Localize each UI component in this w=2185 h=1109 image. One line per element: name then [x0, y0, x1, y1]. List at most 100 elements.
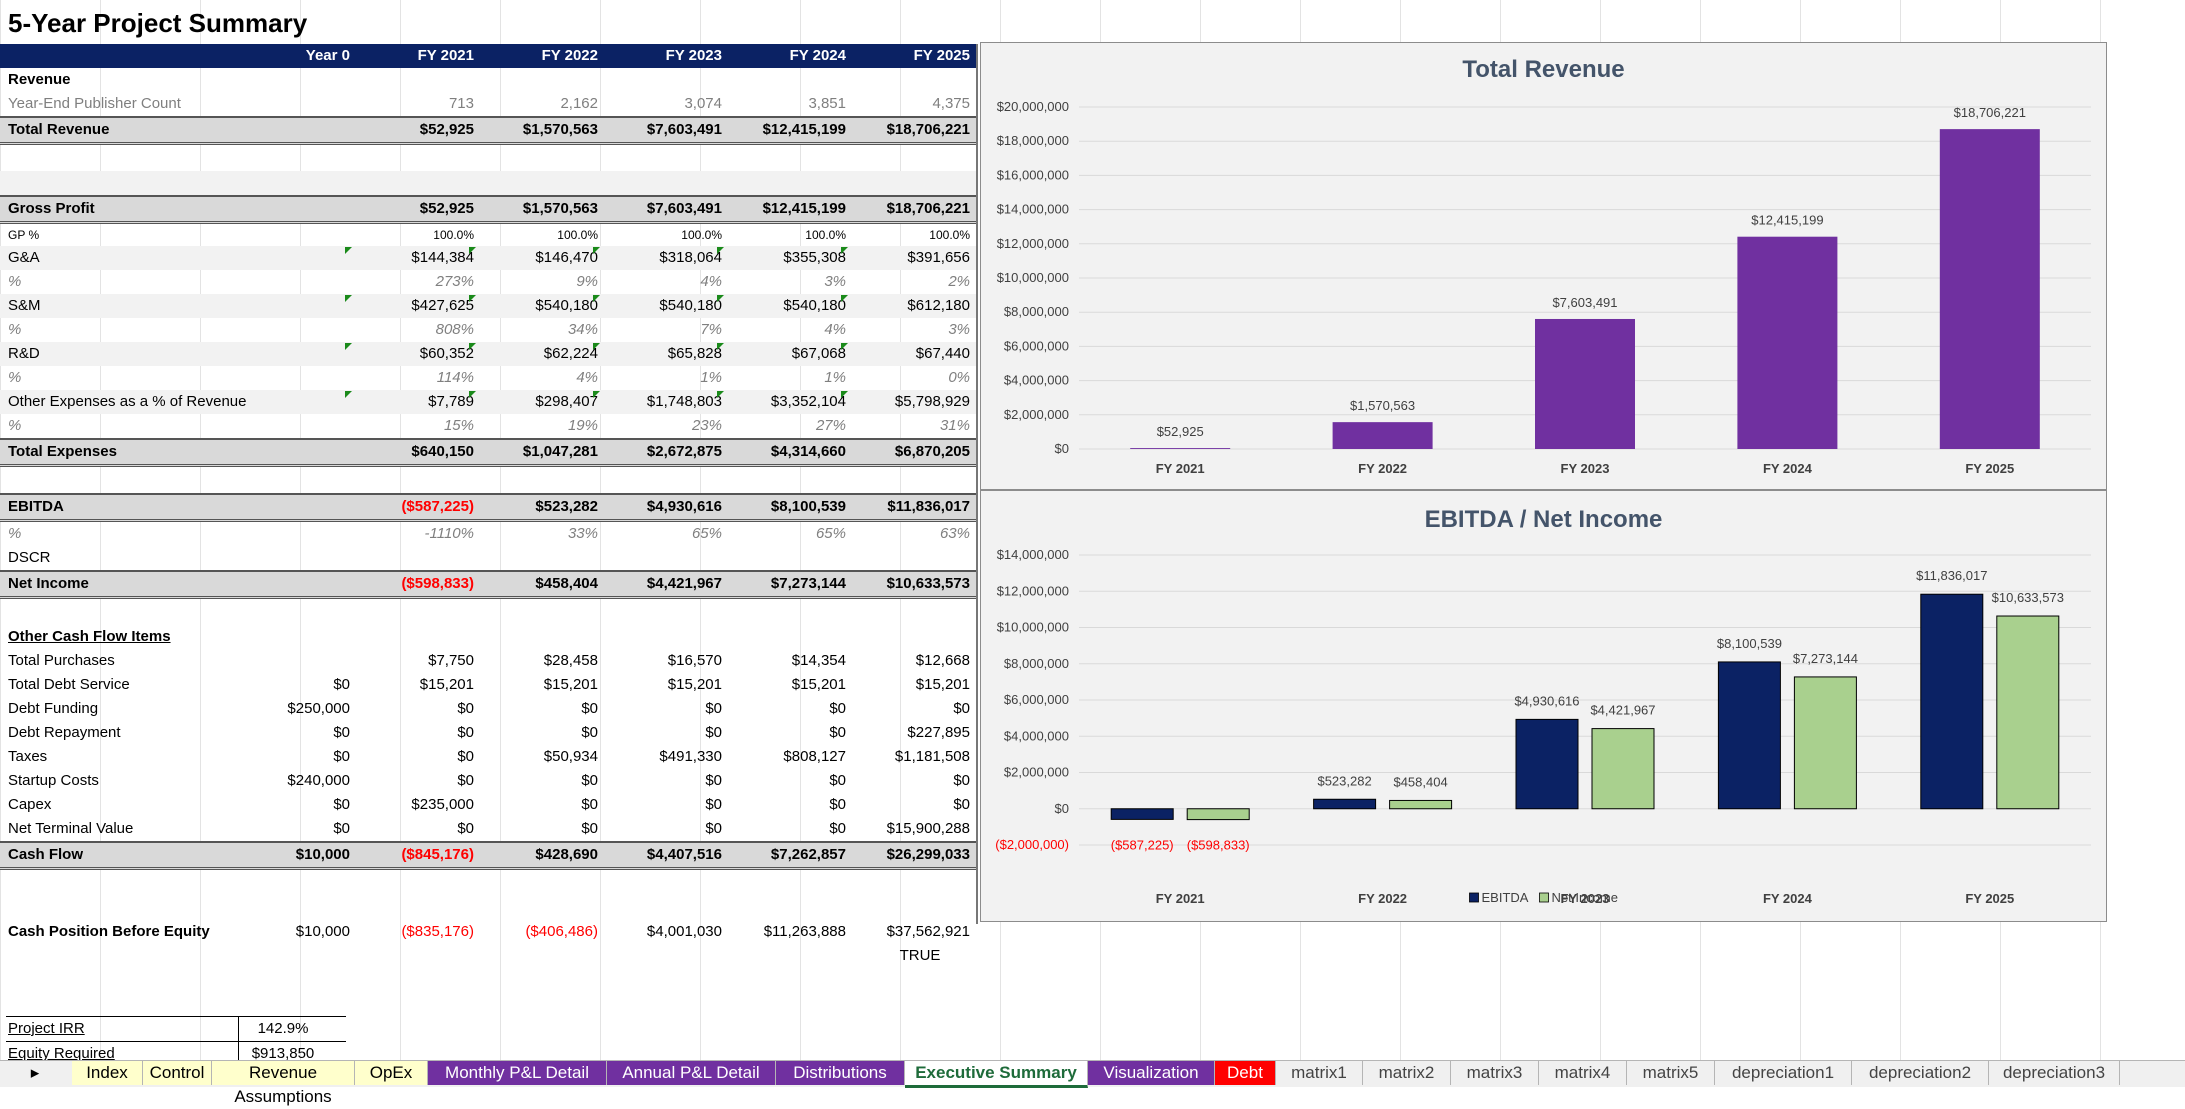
table-cell[interactable]: $640,150 [411, 443, 474, 460]
table-cell[interactable]: $0 [829, 796, 846, 813]
tab-matrix3[interactable]: matrix3 [1451, 1061, 1539, 1085]
table-cell[interactable]: $15,201 [667, 676, 722, 693]
table-cell[interactable]: $808,127 [783, 748, 846, 765]
tab-matrix5[interactable]: matrix5 [1627, 1061, 1715, 1085]
table-cell[interactable]: 33% [567, 525, 598, 542]
tab-matrix4[interactable]: matrix4 [1539, 1061, 1627, 1085]
table-cell[interactable]: $65,828 [667, 345, 722, 362]
table-cell[interactable]: $14,354 [791, 652, 846, 669]
table-cell[interactable]: $28,458 [543, 652, 598, 669]
table-cell[interactable]: $0 [581, 700, 598, 717]
table-cell[interactable]: $7,262,857 [770, 846, 846, 863]
table-cell[interactable]: 2,162 [560, 95, 598, 112]
table-cell[interactable]: $52,925 [419, 121, 474, 138]
total-revenue-chart[interactable]: Total Revenue $0 $2,000,000 $4,000,000 $6,00… [980, 42, 2107, 490]
table-cell[interactable]: 100.0% [557, 228, 598, 242]
table-cell[interactable]: 273% [435, 273, 474, 290]
column-header[interactable]: FY 2025 [913, 47, 970, 64]
table-cell[interactable]: $0 [829, 772, 846, 789]
table-cell[interactable]: $235,000 [411, 796, 474, 813]
table-cell[interactable]: $0 [457, 724, 474, 741]
table-cell[interactable]: 3% [824, 273, 846, 290]
table-cell[interactable]: 0% [948, 369, 970, 386]
tab-visualization[interactable]: Visualization [1088, 1061, 1215, 1085]
summary-table[interactable]: Year 0 FY 2021 FY 2022 FY 2023 FY 2024 FY 202… [0, 44, 976, 968]
table-cell[interactable]: $26,299,033 [886, 846, 970, 863]
column-header[interactable]: Year 0 [305, 47, 350, 64]
table-cell[interactable]: $144,384 [411, 249, 474, 266]
table-cell[interactable]: $15,900,288 [886, 820, 970, 837]
table-cell[interactable]: $250,000 [287, 700, 350, 717]
table-cell[interactable]: $67,440 [915, 345, 970, 362]
table-cell[interactable]: $10,000 [295, 923, 350, 940]
tab-matrix2[interactable]: matrix2 [1363, 1061, 1451, 1085]
tab-depreciation2[interactable]: depreciation2 [1852, 1061, 1989, 1085]
table-cell[interactable]: $1,748,803 [646, 393, 722, 410]
table-cell[interactable]: $0 [705, 820, 722, 837]
table-cell[interactable]: $10,633,573 [886, 575, 970, 592]
table-cell[interactable]: 100.0% [681, 228, 722, 242]
table-cell[interactable]: $540,180 [783, 297, 846, 314]
table-cell[interactable]: $0 [705, 724, 722, 741]
table-cell[interactable]: $7,750 [428, 652, 474, 669]
tab-executive-summary[interactable]: Executive Summary [905, 1061, 1088, 1088]
tab-matrix1[interactable]: matrix1 [1276, 1061, 1363, 1085]
table-cell[interactable]: 27% [815, 417, 846, 434]
table-cell[interactable]: $4,001,030 [646, 923, 722, 940]
table-cell[interactable]: 100.0% [433, 228, 474, 242]
table-cell[interactable]: 4% [700, 273, 722, 290]
ebitda-net-income-chart[interactable]: EBITDA / Net Income ($2,000,000) $0 $2,000,… [980, 490, 2107, 922]
table-cell[interactable]: $0 [829, 724, 846, 741]
table-cell[interactable]: $1,047,281 [522, 443, 598, 460]
table-cell[interactable]: $0 [333, 724, 350, 741]
table-cell[interactable]: $60,352 [419, 345, 474, 362]
table-cell[interactable]: 808% [435, 321, 474, 338]
table-cell[interactable]: $0 [457, 772, 474, 789]
table-cell[interactable]: $0 [705, 700, 722, 717]
table-cell[interactable]: $240,000 [287, 772, 350, 789]
table-cell[interactable]: 3% [948, 321, 970, 338]
table-cell[interactable]: $6,870,205 [894, 443, 970, 460]
tab-control[interactable]: Control [143, 1061, 212, 1085]
table-cell[interactable]: 4,375 [932, 95, 970, 112]
table-cell[interactable]: $0 [457, 748, 474, 765]
table-cell[interactable]: $37,562,921 [886, 923, 970, 940]
table-cell[interactable]: $0 [953, 772, 970, 789]
table-cell[interactable]: $1,570,563 [522, 121, 598, 138]
table-cell[interactable]: $491,330 [659, 748, 722, 765]
table-cell[interactable]: 3,851 [808, 95, 846, 112]
table-cell[interactable]: $612,180 [907, 297, 970, 314]
table-cell[interactable]: $0 [581, 772, 598, 789]
table-cell[interactable]: $0 [581, 796, 598, 813]
table-cell[interactable]: $4,930,616 [646, 498, 722, 515]
table-cell[interactable]: $18,706,221 [886, 200, 970, 217]
table-cell[interactable]: $0 [581, 724, 598, 741]
tab-monthly-p-l-detail[interactable]: Monthly P&L Detail [428, 1061, 607, 1085]
tab-depreciation3[interactable]: depreciation3 [1989, 1061, 2120, 1085]
tab-distributions[interactable]: Distributions [776, 1061, 905, 1085]
table-cell[interactable]: $15,201 [419, 676, 474, 693]
table-cell[interactable]: $318,064 [659, 249, 722, 266]
table-cell[interactable]: 31% [939, 417, 970, 434]
table-cell[interactable]: $3,352,104 [770, 393, 846, 410]
tab-index[interactable]: Index [72, 1061, 143, 1085]
table-cell[interactable]: $523,282 [535, 498, 598, 515]
column-header[interactable]: FY 2021 [417, 47, 474, 64]
table-cell[interactable]: $8,100,539 [770, 498, 846, 515]
table-cell[interactable]: $11,263,888 [763, 923, 846, 940]
column-header[interactable]: FY 2023 [665, 47, 722, 64]
column-header[interactable]: FY 2022 [541, 47, 598, 64]
table-cell[interactable]: ($598,833) [401, 575, 474, 592]
table-cell[interactable]: ($406,486) [525, 923, 598, 940]
table-cell[interactable]: $15,201 [915, 676, 970, 693]
table-cell[interactable]: 23% [691, 417, 722, 434]
equity-required-value[interactable]: $913,850 [251, 1045, 315, 1062]
table-cell[interactable]: 100.0% [805, 228, 846, 242]
table-cell[interactable]: $355,308 [783, 249, 846, 266]
table-cell[interactable]: $7,603,491 [646, 200, 722, 217]
table-cell[interactable]: $428,690 [535, 846, 598, 863]
table-cell[interactable]: 15% [443, 417, 474, 434]
table-cell[interactable]: $0 [829, 820, 846, 837]
table-cell[interactable]: $0 [333, 796, 350, 813]
tab-revenue-assumptions[interactable]: Revenue Assumptions [212, 1061, 355, 1106]
